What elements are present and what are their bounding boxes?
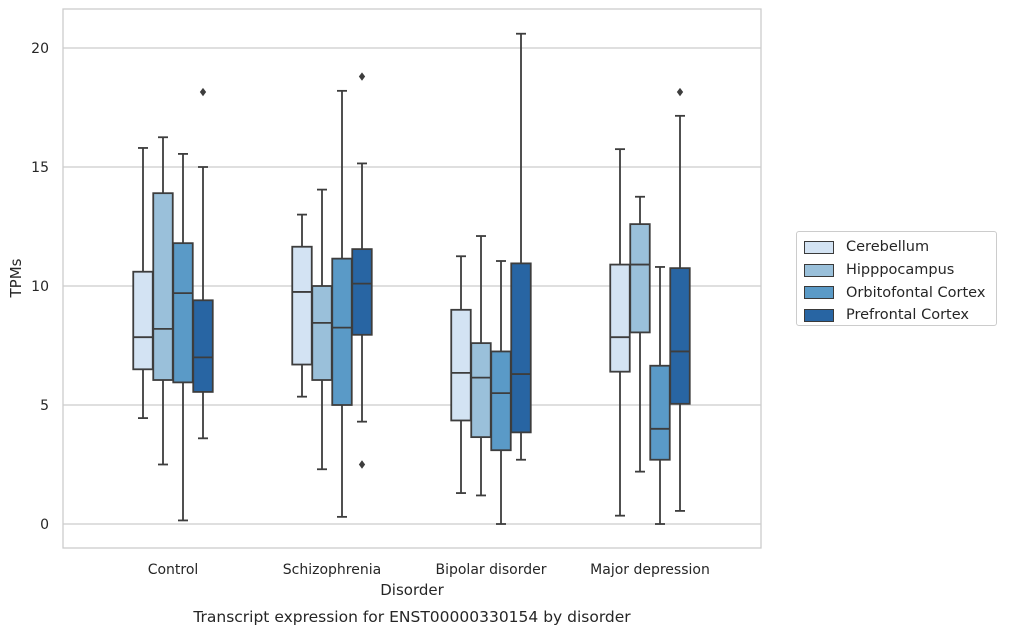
legend-label-hippocampus: Hipppocampus: [846, 262, 955, 279]
box-iqr: [609, 263, 631, 373]
outlier-point: [358, 72, 366, 81]
box: [351, 72, 373, 469]
legend-label-orbitofrontal-cortex: Orbitofontal Cortex: [846, 284, 986, 301]
y-tick-label: 0: [40, 517, 49, 533]
box: [331, 89, 353, 518]
x-tick-labels: Control Schizophrenia Bipolar disorder Majo…: [148, 562, 710, 578]
box-iqr: [669, 267, 691, 405]
y-tick-label: 10: [31, 279, 49, 295]
y-tick-label: 20: [31, 41, 49, 57]
box: [649, 266, 671, 525]
legend-swatch-hippocampus: [804, 263, 834, 277]
outlier-point: [676, 87, 684, 97]
box-iqr: [351, 248, 373, 336]
box-iqr: [331, 257, 353, 406]
x-axis-label: Disorder: [380, 581, 444, 599]
box-iqr: [311, 285, 333, 381]
chart-caption: Transcript expression for ENST0000033015…: [192, 608, 631, 626]
legend-item-cerebellum: Cerebellum: [804, 236, 996, 259]
boxes-layer: [132, 32, 691, 525]
x-tick-label: Schizophrenia: [283, 562, 381, 578]
legend-label-cerebellum: Cerebellum: [846, 239, 930, 256]
box-iqr: [132, 270, 154, 371]
legend: Cerebellum Hipppocampus Orbitofontal Cor…: [796, 231, 997, 326]
box: [669, 87, 691, 512]
box-iqr: [172, 242, 194, 384]
legend-item-prefrontal-cortex: Prefrontal Cortex: [804, 304, 996, 327]
outlier-point: [358, 460, 366, 469]
y-tick-labels: 0 5 10 15 20: [31, 41, 49, 533]
box: [311, 188, 333, 471]
box: [132, 147, 154, 419]
box: [450, 255, 472, 494]
box: [609, 148, 631, 517]
y-tick-label: 15: [31, 160, 49, 176]
box: [490, 260, 512, 525]
x-tick-label: Bipolar disorder: [435, 562, 546, 578]
box-iqr: [152, 192, 174, 381]
box-iqr: [450, 308, 472, 422]
y-tick-label: 5: [40, 398, 49, 414]
box: [192, 87, 214, 440]
box-iqr: [291, 245, 313, 366]
box-iqr: [629, 223, 651, 334]
legend-swatch-cerebellum: [804, 240, 834, 254]
legend-swatch-orbitofrontal-cortex: [804, 286, 834, 300]
box: [172, 153, 194, 522]
plot-area-frame: [62, 8, 762, 549]
y-axis-label: TPMs: [7, 258, 25, 298]
box-iqr: [510, 262, 532, 434]
legend-swatch-prefrontal-cortex: [804, 308, 834, 322]
legend-item-orbitofrontal-cortex: Orbitofontal Cortex: [804, 281, 996, 304]
box-iqr: [470, 342, 492, 439]
legend-label-prefrontal-cortex: Prefrontal Cortex: [846, 307, 969, 324]
outlier-point: [199, 87, 207, 97]
box-iqr: [649, 364, 671, 461]
box-iqr: [490, 350, 512, 452]
box: [629, 195, 651, 473]
box: [470, 235, 492, 497]
box-iqr: [192, 299, 214, 393]
box: [291, 213, 313, 398]
legend-item-hippocampus: Hipppocampus: [804, 259, 996, 282]
box: [152, 136, 174, 466]
x-tick-label: Major depression: [590, 562, 710, 578]
box: [510, 32, 532, 461]
x-tick-label: Control: [148, 562, 199, 578]
